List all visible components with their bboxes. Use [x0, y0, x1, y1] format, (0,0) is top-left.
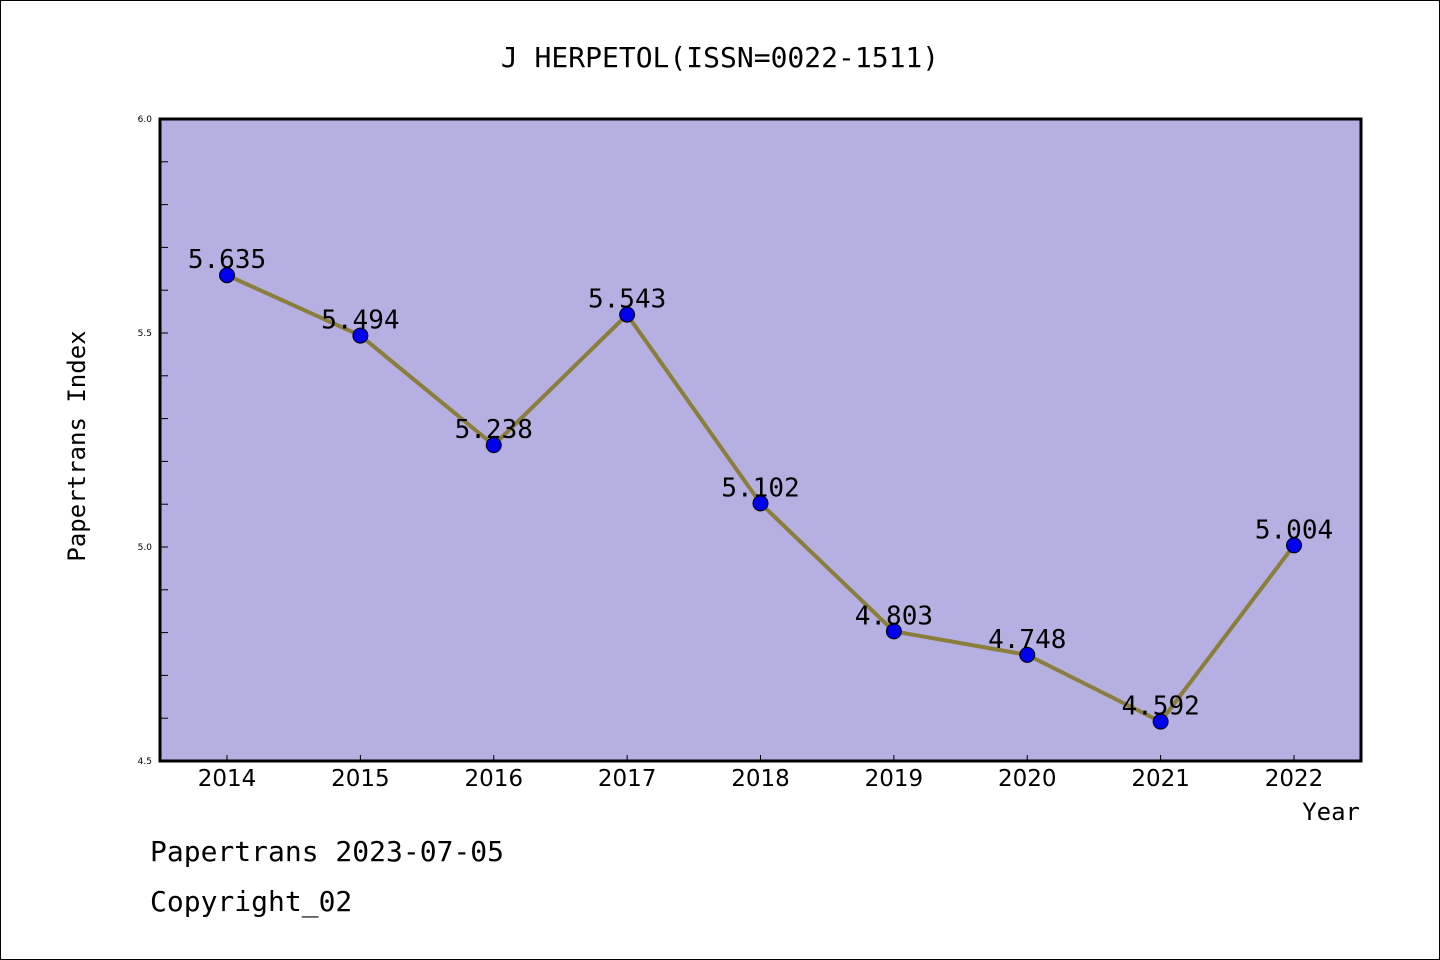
- y-axis-label: Papertrans Index: [63, 330, 91, 561]
- y-axis: 4.5 5.0 5.5 6.0: [138, 115, 168, 767]
- x-tick-label: 2019: [865, 766, 924, 792]
- data-label: 5.004: [1255, 515, 1333, 545]
- data-label: 4.803: [855, 601, 933, 631]
- y-tick-label: 5.0: [138, 543, 153, 553]
- x-tick-label: 2020: [998, 766, 1057, 792]
- x-tick-label: 2018: [731, 766, 790, 792]
- data-labels: 5.635 5.494 5.238 5.543 5.102 4.803 4.748 4.592…: [188, 245, 1333, 721]
- data-point: [219, 267, 235, 284]
- x-tick-label: 2016: [464, 766, 523, 792]
- x-tick-label: 2014: [198, 766, 257, 792]
- chart-title: J HERPETOL(ISSN=0022-1511): [501, 41, 939, 74]
- x-axis-label: Year: [1302, 798, 1360, 826]
- x-tick-label: 2022: [1265, 766, 1324, 792]
- y-tick-label: 6.0: [138, 115, 153, 125]
- data-label: 4.748: [988, 625, 1066, 655]
- y-tick-label: 4.5: [138, 757, 152, 767]
- data-point: [1286, 537, 1302, 554]
- x-tick-label: 2021: [1131, 766, 1190, 792]
- data-label: 5.635: [188, 245, 266, 275]
- data-label: 5.238: [455, 415, 533, 445]
- data-label: 4.592: [1121, 692, 1199, 722]
- data-point: [352, 327, 369, 344]
- data-label: 5.494: [321, 306, 399, 336]
- source-date: Papertrans 2023-07-05: [150, 835, 505, 868]
- copyright: Copyright_02: [150, 885, 353, 918]
- plot-area: [158, 117, 1363, 763]
- data-point: [752, 495, 769, 512]
- data-markers: [219, 267, 1302, 730]
- data-label: 5.102: [721, 473, 799, 503]
- data-label: 5.543: [588, 285, 666, 315]
- data-point: [1152, 713, 1169, 730]
- data-point: [485, 437, 502, 454]
- y-tick-label: 5.5: [138, 329, 152, 339]
- data-point: [885, 623, 902, 640]
- x-tick-label: 2017: [598, 766, 657, 792]
- x-tick-label: 2015: [331, 766, 390, 792]
- data-point: [1019, 646, 1036, 663]
- data-point: [619, 306, 636, 323]
- x-axis: 2014 2015 2016 2017 2018 2019 2020 2021 2022: [198, 755, 1324, 792]
